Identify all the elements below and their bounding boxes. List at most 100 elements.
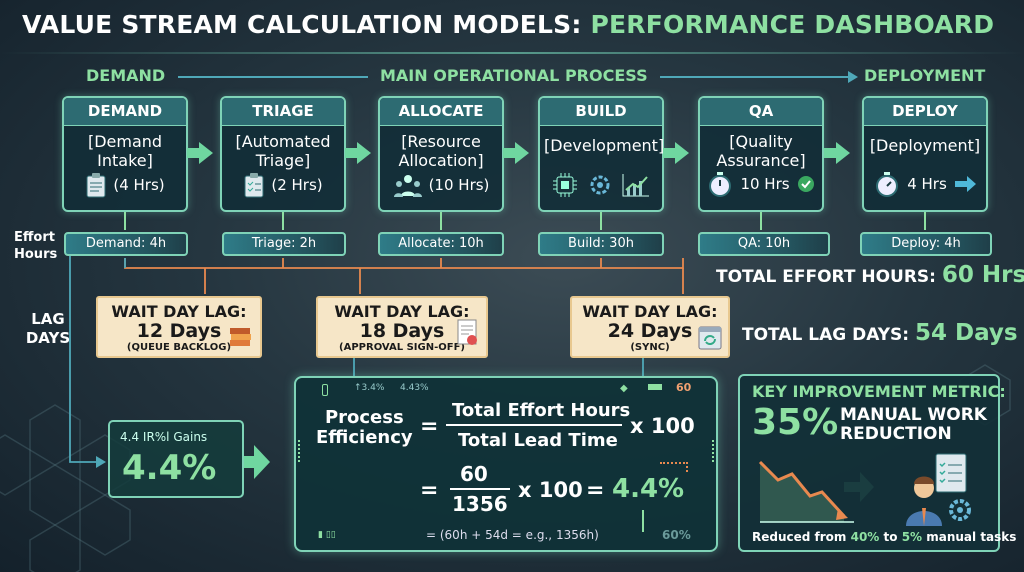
wait-days: 18 Days xyxy=(359,320,445,342)
kpi-footer-text: Reduced from xyxy=(752,530,851,544)
total-effort-value: 60 Hrs xyxy=(941,262,1024,288)
gains-box: 4.4 IR%l Gains 4.4% xyxy=(108,420,244,498)
decline-chart-icon xyxy=(758,460,854,523)
checklist-icon xyxy=(244,173,264,198)
kpi-footer-text: to xyxy=(879,530,902,544)
stage-qa: QA [Quality Assurance] 10 Hrs xyxy=(698,96,824,212)
team-icon xyxy=(393,175,422,197)
document-seal-icon xyxy=(457,319,477,345)
stage-hours: (2 Hrs) xyxy=(271,176,323,194)
stage-title: TRIAGE xyxy=(222,98,344,126)
formula-equals: = xyxy=(420,414,439,439)
wait-title: WAIT DAY LAG: xyxy=(111,302,247,321)
wait-days: 24 Days xyxy=(607,320,693,342)
stage-title: BUILD xyxy=(540,98,662,126)
wait-note: (APPROVAL SIGN-OFF) xyxy=(339,342,465,353)
stage-hours: 10 Hrs xyxy=(740,175,790,193)
wait-note-approval: WAIT DAY LAG: 18 Days (APPROVAL SIGN-OFF… xyxy=(316,296,488,358)
hud-readout: ↑3.4% xyxy=(354,383,385,393)
check-circle-icon xyxy=(797,176,814,192)
stage-triage: TRIAGE [Automated Triage] (2 Hrs) xyxy=(220,96,346,212)
formula-equals: = xyxy=(420,478,439,503)
hud-readout: 60 xyxy=(676,381,692,394)
formula-denominator-value: 1356 xyxy=(452,492,508,516)
gains-value: 4.4% xyxy=(122,448,217,488)
stage-allocate: ALLOCATE [Resource Allocation] (10 Hrs) xyxy=(378,96,504,212)
flow-arrow xyxy=(345,142,371,164)
formula-lhs: Process Efficiency xyxy=(316,408,413,448)
worker-checklist-icon xyxy=(906,453,971,526)
formula-denominator: Total Lead Time xyxy=(458,430,618,451)
flow-arrow xyxy=(187,142,213,164)
formula-numerator: Total Effort Hours xyxy=(452,400,631,421)
flow-header-line-right xyxy=(660,76,850,78)
flow-header-right: DEPLOYMENT xyxy=(864,66,986,85)
total-effort-label: TOTAL EFFORT HOURS: xyxy=(716,267,936,287)
flow-arrow xyxy=(824,142,850,164)
title-accent: PERFORMANCE DASHBOARD xyxy=(590,10,995,39)
formula-multiplier: x 100 xyxy=(630,414,695,438)
stage-title: QA xyxy=(700,98,822,126)
hud-readout: 4.43% xyxy=(400,383,429,393)
effort-pill-demand: Demand: 4h xyxy=(64,232,188,256)
stopwatch-icon xyxy=(876,172,899,197)
hud-status-icon: ▮ ▯▯ xyxy=(318,530,336,540)
hud-arrow-icon: ◆ xyxy=(620,383,628,394)
total-lag-value: 54 Days xyxy=(915,320,1018,346)
flow-header-line-left xyxy=(178,76,368,78)
fraction-bar xyxy=(446,424,622,426)
stage-hours: 4 Hrs xyxy=(907,175,947,193)
sync-window-icon xyxy=(698,326,722,350)
hud-corner-readout: 60% xyxy=(662,528,691,542)
kpi-to-value: 5% xyxy=(901,530,923,544)
flow-header-left: DEMAND xyxy=(86,66,166,85)
gains-label: 4.4 IR%l Gains xyxy=(120,430,208,444)
lag-days-label: LAG DAYS xyxy=(25,310,71,347)
formula-multiplier: x 100 xyxy=(518,478,583,502)
effort-pill-allocate: Allocate: 10h xyxy=(378,232,504,256)
fraction-bar xyxy=(450,488,510,490)
wait-title: WAIT DAY LAG: xyxy=(582,302,718,321)
flow-arrow xyxy=(503,142,529,164)
stopwatch-icon xyxy=(709,172,732,197)
stage-hours: (4 Hrs) xyxy=(113,176,165,194)
stage-hours: (10 Hrs) xyxy=(428,176,490,194)
stage-build: BUILD [Development] xyxy=(538,96,664,212)
hud-tick xyxy=(298,440,302,462)
kpi-footer: Reduced from 40% to 5% manual tasks xyxy=(752,530,1016,544)
wait-days: 12 Days xyxy=(136,320,222,342)
flow-arrow xyxy=(663,142,689,164)
kpi-from-value: 40% xyxy=(850,530,880,544)
growth-chart-icon xyxy=(622,174,649,197)
key-improvement-panel: KEY IMPROVEMENT METRIC: 35% MANUAL WORK … xyxy=(738,374,1016,552)
stage-title: DEMAND xyxy=(64,98,186,126)
stage-label: [Development] xyxy=(544,136,665,155)
kpi-desc-line2: REDUCTION xyxy=(840,424,952,444)
total-lag-label: TOTAL LAG DAYS: xyxy=(742,325,910,345)
total-lag: TOTAL LAG DAYS: 54 Days xyxy=(742,320,1018,346)
efficiency-formula-panel: ↑3.4% 4.43% ◆ 60 Process Efficiency = To… xyxy=(294,376,718,552)
effort-pill-triage: Triage: 2h xyxy=(222,232,346,256)
total-effort: TOTAL EFFORT HOURS: 60 Hrs xyxy=(716,262,1024,288)
formula-equals: = xyxy=(586,478,605,503)
clipboard-icon xyxy=(86,173,106,198)
stage-label: [Automated Triage] xyxy=(235,132,331,170)
page-title: VALUE STREAM CALCULATION MODELS: PERFORM… xyxy=(22,10,994,39)
formula-note: = (60h + 54d = e.g., 1356h) xyxy=(426,528,599,542)
flow-header-arrow xyxy=(848,71,858,83)
kpi-description: MANUAL WORK REDUCTION xyxy=(840,406,987,444)
wait-note-queue: WAIT DAY LAG: 12 Days (QUEUE BACKLOG) xyxy=(96,296,262,358)
hud-marker-icon xyxy=(322,384,328,396)
kpi-footer-text: manual tasks xyxy=(922,530,1017,544)
formula-numerator-value: 60 xyxy=(460,462,488,486)
kpi-desc-line1: MANUAL WORK xyxy=(840,405,987,425)
arrow-right-icon xyxy=(954,176,976,192)
effort-pill-deploy: Deploy: 4h xyxy=(860,232,992,256)
wait-note-sync: WAIT DAY LAG: 24 Days (SYNC) xyxy=(570,296,730,358)
wait-note: (QUEUE BACKLOG) xyxy=(126,342,232,353)
chip-icon xyxy=(553,173,577,197)
stage-label: [Quality Assurance] xyxy=(716,132,806,170)
gear-icon xyxy=(590,175,610,195)
stage-title: ALLOCATE xyxy=(380,98,502,126)
